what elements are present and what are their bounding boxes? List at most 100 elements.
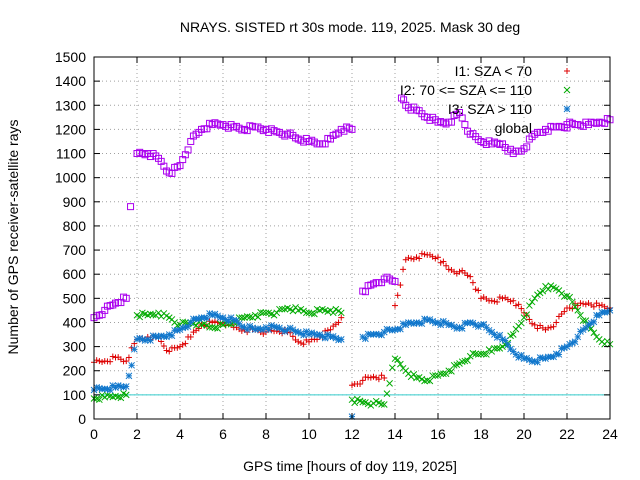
data-point [507, 298, 514, 305]
y-tick-label: 100 [63, 387, 87, 403]
y-tick-label: 900 [63, 194, 87, 210]
data-point [367, 374, 374, 381]
data-point [579, 317, 587, 325]
data-point [510, 297, 517, 304]
data-point [322, 327, 329, 334]
data-point [423, 377, 431, 384]
data-point [397, 360, 404, 368]
y-tick-label: 1400 [55, 73, 86, 89]
data-point [370, 373, 377, 380]
data-point [536, 354, 544, 361]
legend: I1: SZA < 70 I2: 70 <= SZA <= 110 I3: SZA … [400, 63, 571, 136]
data-point [392, 302, 398, 309]
data-point [373, 374, 380, 381]
x-tick-label: 4 [176, 426, 184, 442]
chart-title: NRAYS. SISTED rt 30s mode. 119, 2025. Ma… [180, 19, 520, 35]
data-point [590, 329, 598, 337]
data-point [523, 311, 531, 318]
data-point [179, 341, 186, 348]
data-point [174, 344, 181, 351]
data-point [136, 313, 144, 321]
data-point [529, 320, 536, 327]
data-point [400, 266, 407, 273]
x-tick-label: 22 [559, 426, 575, 442]
data-point [461, 121, 469, 129]
data-point [147, 310, 154, 318]
data-point [517, 319, 525, 327]
legend-marker [564, 68, 570, 74]
y-tick-label: 200 [63, 363, 87, 379]
data-point [426, 377, 434, 385]
data-point [421, 377, 428, 385]
data-point [488, 297, 495, 304]
series-3 [90, 307, 614, 420]
data-point [582, 317, 590, 325]
data-point [378, 400, 385, 408]
data-point [512, 302, 519, 309]
data-point [130, 345, 138, 353]
data-point [348, 125, 356, 133]
x-tick-label: 2 [133, 426, 141, 442]
data-point [359, 398, 367, 406]
data-point [400, 96, 408, 104]
data-point [596, 302, 603, 309]
data-point [421, 251, 428, 258]
data-point [456, 268, 463, 275]
data-point [437, 321, 445, 329]
x-axis-label: GPS time [hours of doy 119, 2025] [243, 458, 457, 474]
legend-label: I2: 70 <= SZA <= 110 [400, 82, 532, 98]
data-point [225, 317, 232, 325]
data-point [590, 303, 597, 310]
x-tick-label: 10 [301, 426, 317, 442]
data-point [566, 293, 574, 301]
data-point [397, 325, 404, 333]
data-point [160, 342, 167, 349]
data-point [163, 347, 170, 354]
data-point [308, 310, 316, 317]
data-point [375, 376, 382, 383]
legend-label: I1: SZA < 70 [455, 63, 533, 79]
data-point [528, 298, 536, 306]
data-point [547, 324, 554, 331]
data-point [206, 323, 213, 331]
data-point [295, 338, 302, 345]
data-point [472, 350, 479, 358]
y-tick-label: 700 [63, 242, 87, 258]
data-point [469, 349, 477, 357]
data-point [168, 332, 176, 340]
data-point [518, 305, 525, 312]
data-point [574, 333, 582, 341]
data-point [466, 319, 474, 326]
series-1 [91, 250, 613, 389]
data-point [122, 391, 130, 399]
data-point [179, 324, 187, 332]
data-point [182, 340, 189, 347]
data-point [329, 309, 337, 317]
data-point [211, 318, 218, 325]
series-4 [90, 94, 614, 322]
data-point [569, 298, 576, 306]
data-point [517, 351, 525, 359]
data-point [109, 353, 116, 360]
data-point [458, 114, 466, 122]
data-point [243, 313, 251, 320]
data-point [166, 348, 173, 355]
x-tick-label: 20 [516, 426, 532, 442]
data-point [445, 266, 452, 273]
data-point [577, 311, 584, 319]
data-point [448, 367, 455, 375]
data-point [380, 401, 388, 408]
data-point [394, 356, 402, 364]
data-point [461, 357, 469, 365]
data-point [192, 322, 200, 329]
data-point [359, 377, 366, 384]
data-point [499, 295, 506, 302]
data-point [316, 331, 324, 338]
data-point [208, 323, 216, 331]
data-point [478, 295, 484, 302]
data-point [327, 333, 334, 341]
data-point [496, 294, 503, 301]
data-point [574, 307, 582, 314]
x-tick-label: 0 [90, 426, 98, 442]
